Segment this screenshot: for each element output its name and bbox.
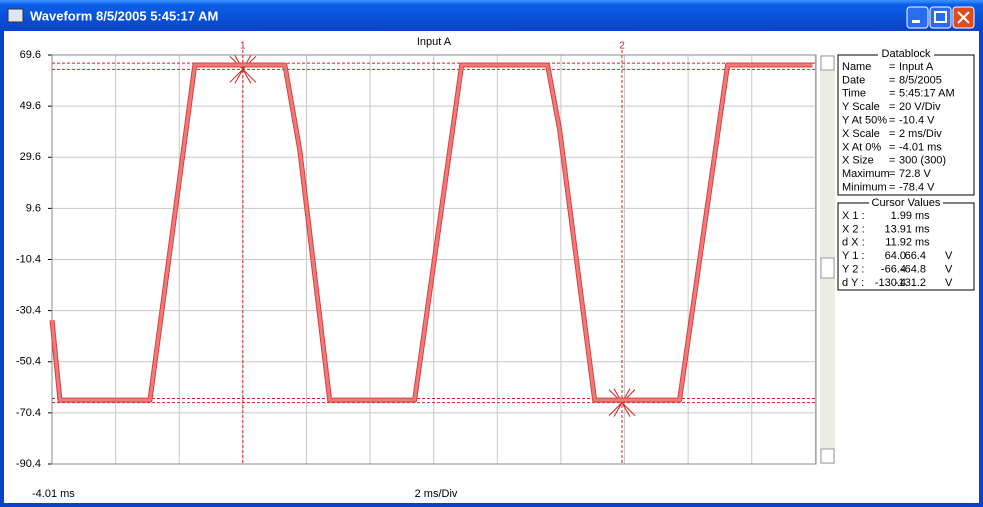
cursor-row-unit: ms: [915, 237, 930, 249]
scroll-down[interactable]: [820, 448, 835, 464]
datablock-separator: =: [889, 115, 895, 127]
y-tick-label: 9.6: [26, 202, 41, 214]
datablock-label: Y Scale: [842, 101, 880, 113]
window-title: Waveform 8/5/2005 5:45:17 AM: [30, 8, 218, 23]
datablock-label: Time: [842, 88, 866, 100]
cursor-row-value: 13.91: [884, 223, 912, 235]
datablock-separator: =: [889, 155, 895, 167]
datablock-value: -4.01 ms: [899, 141, 942, 153]
cursor-title-bg: [869, 197, 943, 209]
datablock-separator: =: [889, 128, 895, 140]
datablock-label: Y At 50%: [842, 115, 887, 127]
cursor-row-value: 64.0: [885, 250, 906, 262]
y-tick-label: -70.4: [16, 407, 41, 419]
datablock-value: -10.4 V: [899, 115, 935, 127]
title-bar: [0, 0, 983, 31]
datablock-separator: =: [889, 101, 895, 113]
datablock-separator: =: [889, 168, 895, 180]
cursor-row-unit: V: [945, 250, 953, 262]
cursor-cross: [608, 388, 636, 417]
datablock-label: X Size: [842, 155, 874, 167]
datablock-label: X At 0%: [842, 141, 881, 153]
minimize-icon: [912, 20, 920, 23]
datablock-value: Input A: [899, 61, 934, 73]
cursor-label: 2: [619, 41, 625, 52]
maximize-button[interactable]: [929, 6, 952, 29]
close-icon: [957, 11, 970, 24]
cursor-row-value: 66.4: [905, 250, 926, 262]
y-tick-label: -50.4: [16, 356, 41, 368]
datablock-value: 2 ms/Div: [899, 128, 942, 140]
y-tick-label: 69.6: [20, 49, 41, 61]
cursor-cross: [229, 55, 257, 84]
datablock-value: 20 V/Div: [899, 101, 941, 113]
cursor-row-unit: V: [945, 277, 953, 289]
datablock-title-bg: [878, 48, 934, 60]
y-tick-label: -90.4: [16, 458, 41, 470]
y-tick-label: -10.4: [16, 253, 41, 265]
scroll-thumb[interactable]: [820, 257, 835, 279]
waveform-fill: [50, 63, 813, 402]
cursor-row-label: Y 1 :: [842, 250, 864, 262]
plot-border: [51, 54, 817, 465]
maximize-icon: [934, 11, 947, 23]
cursor-row-value: 1.99: [891, 210, 912, 222]
minimize-button[interactable]: [906, 6, 929, 29]
cursor-row-value: -131.2: [895, 277, 926, 289]
datablock-value: -78.4 V: [899, 182, 935, 194]
datablock-separator: =: [889, 141, 895, 153]
datablock-label: Minimum: [842, 182, 887, 194]
y-tick-label: 49.6: [20, 100, 41, 112]
y-tick-label: -30.4: [16, 305, 41, 317]
cursor-row-label: X 2 :: [842, 223, 865, 235]
cursor-row-value: 11.92: [885, 237, 912, 249]
datablock-separator: =: [889, 61, 895, 73]
datablock-separator: =: [889, 74, 895, 86]
x-scale-label: 2 ms/Div: [415, 488, 458, 500]
cursor-row-label: d Y :: [842, 277, 864, 289]
cursor-label: 1: [240, 41, 246, 52]
datablock-value: 72.8 V: [899, 168, 931, 180]
app-icon: [7, 8, 24, 23]
cursor-row-value: -64.8: [901, 264, 926, 276]
datablock-title: Datablock: [882, 48, 931, 60]
cursor-row-value: -130.4: [875, 277, 906, 289]
datablock-label: Maximum: [842, 168, 890, 180]
datablock-label: X Scale: [842, 128, 880, 140]
cursor-row-label: X 1 :: [842, 210, 865, 222]
scroll-up[interactable]: [820, 55, 835, 71]
cursor-row-label: d X :: [842, 237, 865, 249]
y-tick-label: 29.6: [20, 151, 41, 163]
datablock-value: 8/5/2005: [899, 74, 942, 86]
cursor-row-unit: ms: [915, 210, 930, 222]
datablock-label: Date: [842, 74, 865, 86]
cursor-row-unit: V: [945, 264, 953, 276]
cursor-row-label: Y 2 :: [842, 264, 864, 276]
datablock-value: 300 (300): [899, 155, 946, 167]
cursor-row-value: -66.4: [881, 264, 906, 276]
datablock-separator: =: [889, 182, 895, 194]
cursor-row-unit: ms: [915, 223, 930, 235]
datablock-value: 5:45:17 AM: [899, 88, 955, 100]
cursor-title: Cursor Values: [872, 197, 941, 209]
datablock-label: Name: [842, 61, 871, 73]
datablock-separator: =: [889, 88, 895, 100]
x-start-label: -4.01 ms: [32, 488, 75, 500]
chart-title: Input A: [417, 36, 452, 48]
